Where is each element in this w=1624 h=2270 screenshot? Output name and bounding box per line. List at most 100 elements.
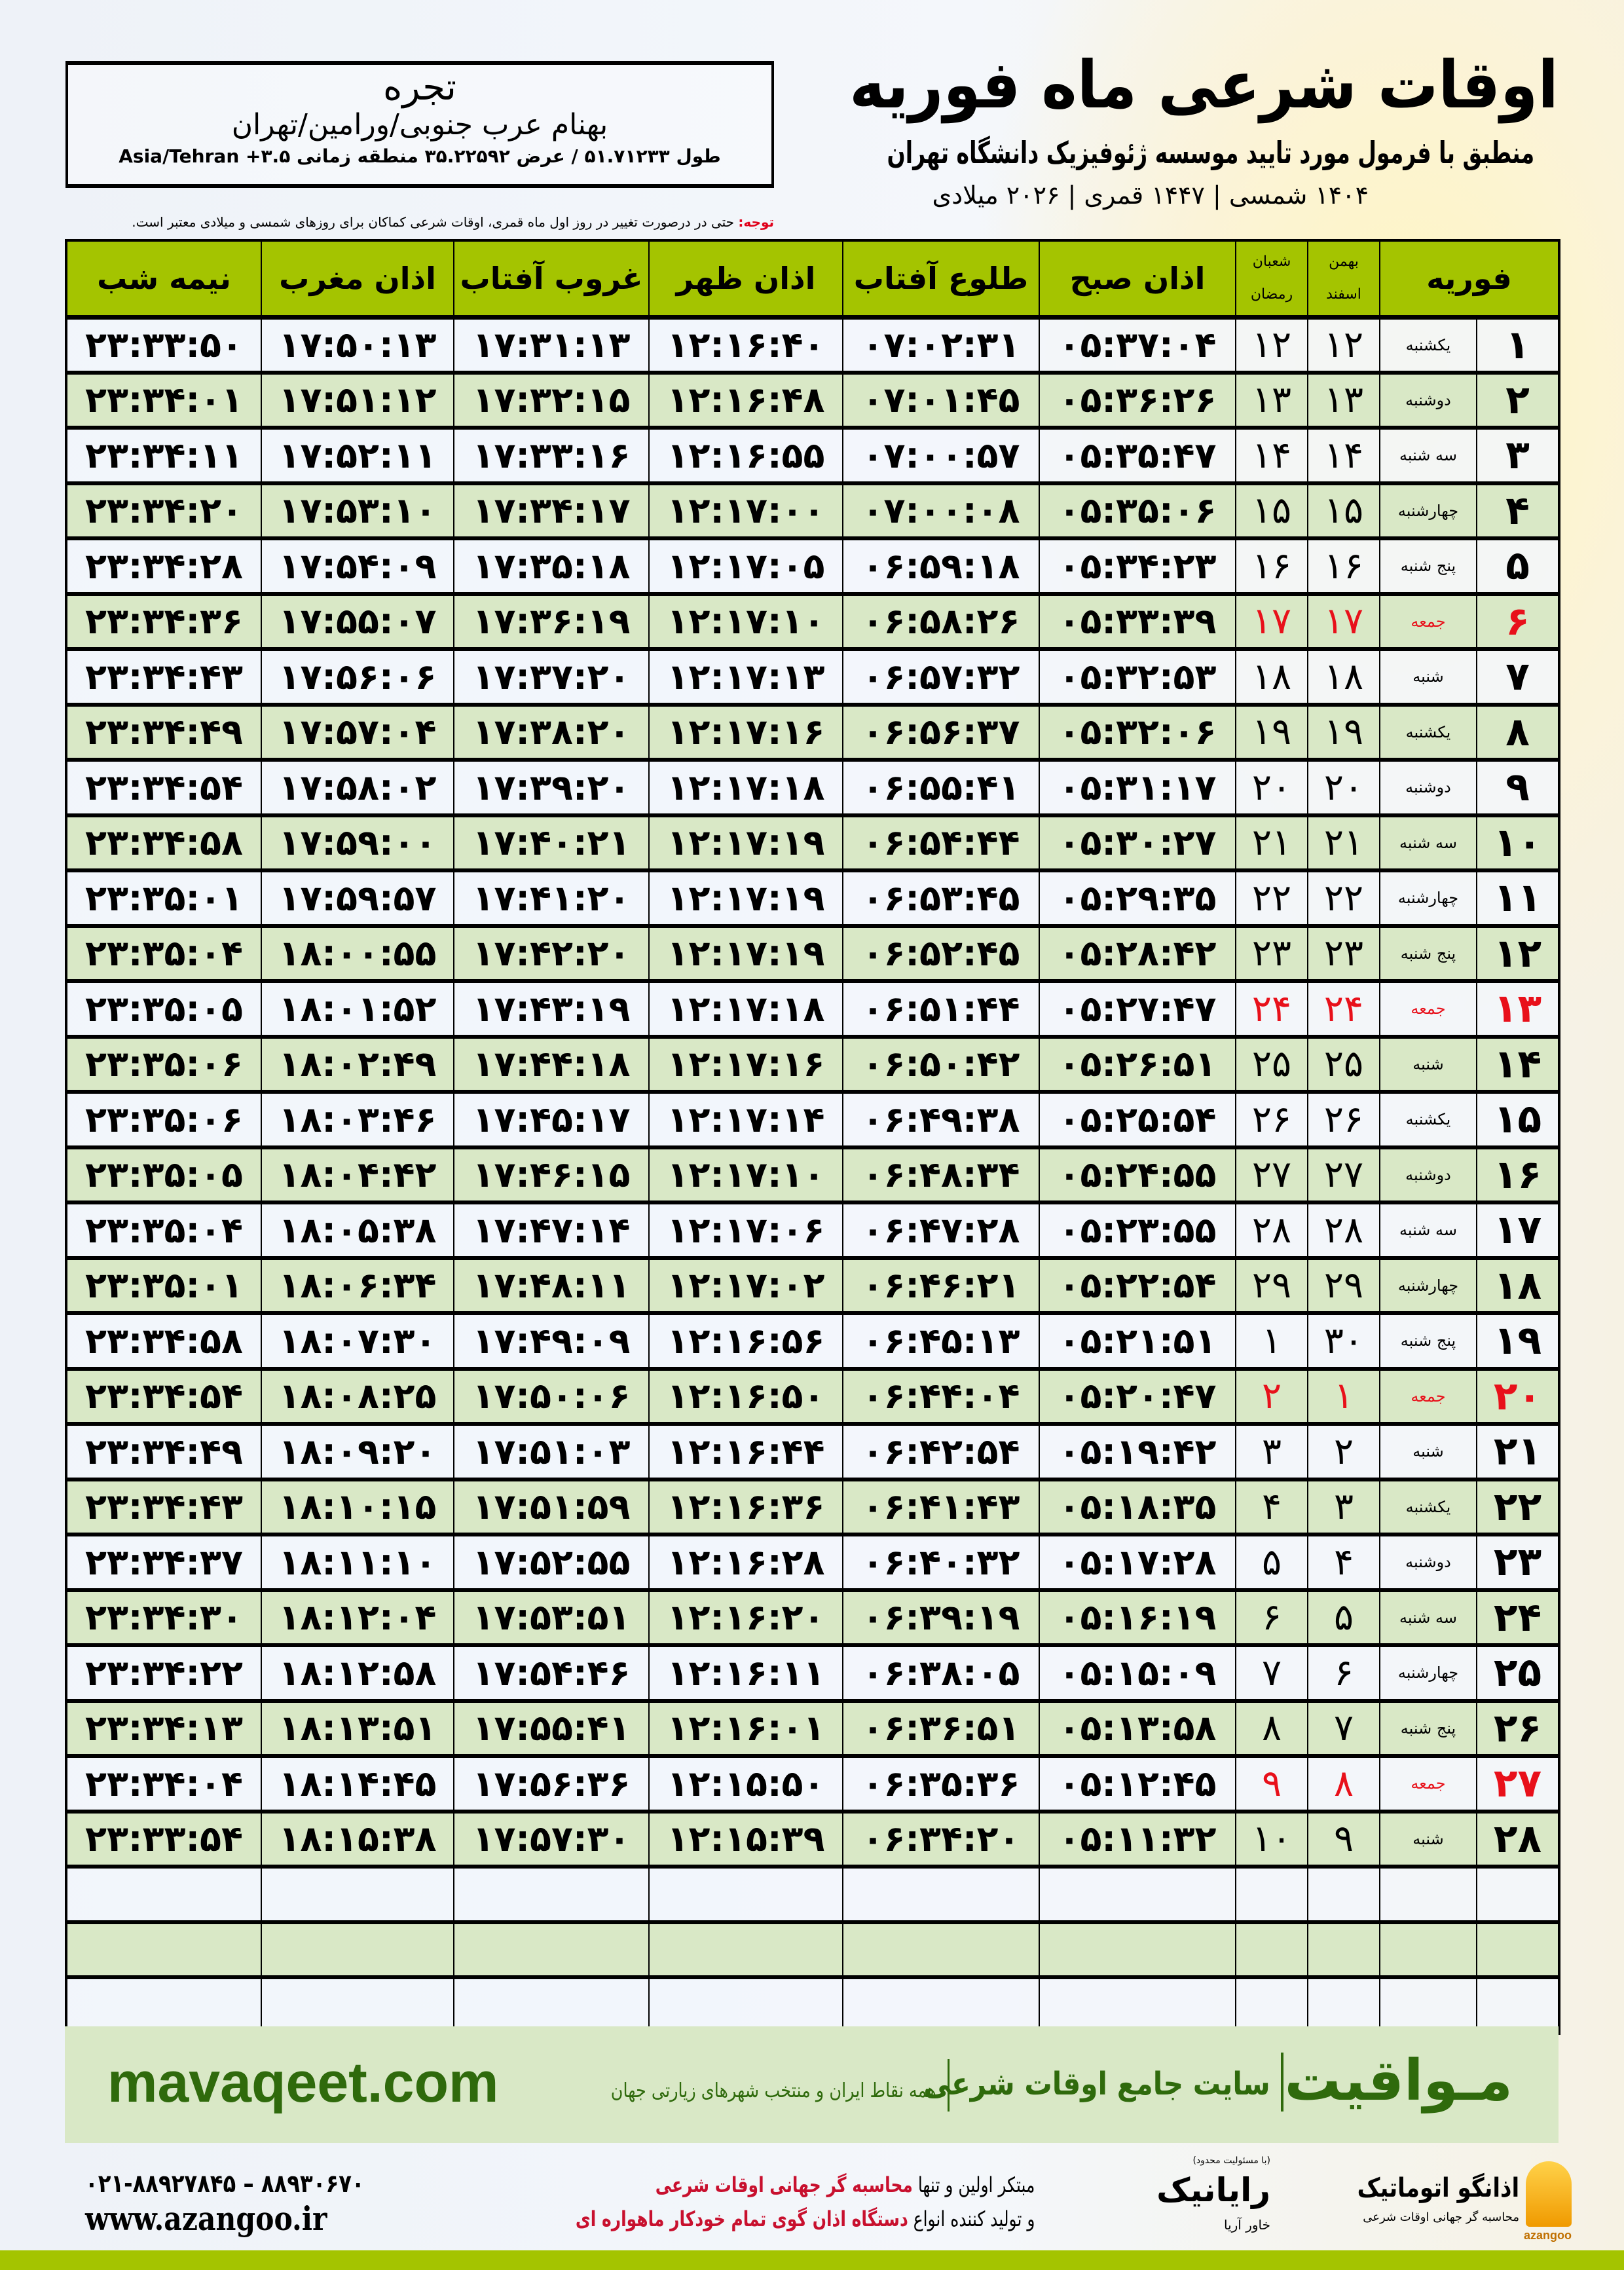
- dhuhr-time-cell: ۱۲:۱۷:۱۳: [648, 649, 843, 707]
- weekday-cell: دوشنبه: [1379, 372, 1477, 430]
- sunset-time-cell: ۱۷:۴۴:۱۸: [453, 1036, 649, 1094]
- weekday-cell: پنج شنبه: [1379, 1700, 1477, 1758]
- solar-day-cell: ۲۳: [1307, 925, 1380, 983]
- divider: [948, 2059, 950, 2112]
- lunar-day-cell: ۲۵: [1235, 1036, 1308, 1094]
- day-number-cell: ۱۰: [1476, 815, 1559, 872]
- solar-day-cell: ۱۹: [1307, 704, 1380, 762]
- midnight-time-cell: ۲۳:۳۳:۵۴: [65, 1811, 261, 1869]
- dhuhr-time-cell: ۱۲:۱۷:۱۸: [648, 981, 843, 1039]
- fajr-time-cell: [1039, 1922, 1236, 1979]
- sunrise-time-cell: ۰۶:۳۹:۱۹: [842, 1590, 1039, 1647]
- weekday-cell: [1379, 1922, 1477, 1979]
- fajr-time-cell: ۰۵:۳۶:۲۶: [1039, 372, 1236, 430]
- sunset-time-cell: ۱۷:۵۰:۰۶: [453, 1368, 649, 1426]
- fajr-time-cell: ۰۵:۳۵:۰۶: [1039, 483, 1236, 540]
- sunrise-time-cell: ۰۶:۴۷:۲۸: [842, 1202, 1039, 1260]
- weekday-cell: شنبه: [1379, 649, 1477, 707]
- midnight-time-cell: [65, 1922, 261, 1979]
- midnight-time-cell: ۲۳:۳۴:۳۰: [65, 1590, 261, 1647]
- midnight-time-cell: ۲۳:۳۳:۵۰: [65, 317, 261, 375]
- day-number-cell: [1476, 1867, 1559, 1924]
- day-number-cell: ۴: [1476, 483, 1559, 540]
- slogan-2b: دستگاه اذان گوی تمام خودکار ماهواره ای: [575, 2206, 908, 2231]
- day-number-cell: ۲۸: [1476, 1811, 1559, 1869]
- table-row: ۱۸ چهارشنبه ۲۹ ۲۹ ۰۵:۲۲:۵۴ ۰۶:۴۶:۲۱ ۱۲:۱۷:۰۲ ۱۷…: [65, 1257, 1559, 1315]
- day-number-cell: ۲۷: [1476, 1756, 1559, 1814]
- dhuhr-time-cell: ۱۲:۱۶:۵۰: [648, 1368, 843, 1426]
- table-row: ۶ جمعه ۱۷ ۱۷ ۰۵:۳۳:۳۹ ۰۶:۵۸:۲۶ ۱۲:۱۷:۱۰ ۱۷:۳۶:۱…: [65, 593, 1559, 651]
- lunar-day-cell: ۱۷: [1235, 593, 1308, 651]
- solar-day-cell: [1307, 1922, 1380, 1979]
- solar-day-cell: ۵: [1307, 1590, 1380, 1647]
- weekday-cell: دوشنبه: [1379, 760, 1477, 817]
- mavaqeet-site-link[interactable]: mavaqeet.com: [107, 2051, 499, 2114]
- fajr-time-cell: ۰۵:۱۹:۴۲: [1039, 1424, 1236, 1481]
- fajr-time-cell: ۰۵:۲۰:۴۷: [1039, 1368, 1236, 1426]
- header-midnight: نیمه شب: [65, 240, 261, 320]
- lunar-day-cell: ۶: [1235, 1590, 1308, 1647]
- day-number-cell: ۳: [1476, 428, 1559, 485]
- table-row: ۲۴ سه شنبه ۵ ۶ ۰۵:۱۶:۱۹ ۰۶:۳۹:۱۹ ۱۲:۱۶:۲۰ ۱۷:۵۳…: [65, 1590, 1559, 1647]
- table-row: ۲۰ جمعه ۱ ۲ ۰۵:۲۰:۴۷ ۰۶:۴۴:۰۴ ۱۲:۱۶:۵۰ ۱۷:۵۰:۰۶…: [65, 1368, 1559, 1426]
- lunar-day-cell: ۲۱: [1235, 815, 1308, 872]
- table-row: ۱ یکشنبه ۱۲ ۱۲ ۰۵:۳۷:۰۴ ۰۷:۰۲:۳۱ ۱۲:۱۶:۴۰ ۱۷:۳۱…: [65, 317, 1559, 375]
- solar-day-cell: ۲۰: [1307, 760, 1380, 817]
- sunrise-time-cell: ۰۶:۵۷:۳۲: [842, 649, 1039, 707]
- solar-day-cell: ۲۶: [1307, 1092, 1380, 1149]
- midnight-time-cell: ۲۳:۳۴:۳۷: [65, 1535, 261, 1592]
- table-row: ۹ دوشنبه ۲۰ ۲۰ ۰۵:۳۱:۱۷ ۰۶:۵۵:۴۱ ۱۲:۱۷:۱۸ ۱۷:۳۹…: [65, 760, 1559, 817]
- weekday-cell: چهارشنبه: [1379, 1645, 1477, 1703]
- fajr-time-cell: ۰۵:۳۴:۲۳: [1039, 538, 1236, 596]
- rayanik-ltd: (با مسئولیت محدود): [1192, 2155, 1270, 2166]
- dhuhr-time-cell: ۱۲:۱۵:۳۹: [648, 1811, 843, 1869]
- dhuhr-time-cell: [648, 1977, 843, 2035]
- maghrib-time-cell: ۱۷:۵۰:۱۳: [261, 317, 454, 375]
- dhuhr-time-cell: ۱۲:۱۶:۲۰: [648, 1590, 843, 1647]
- maghrib-time-cell: ۱۸:۱۳:۵۱: [261, 1700, 454, 1758]
- azangoo-name: اذانگو اتوماتیک: [1357, 2173, 1519, 2203]
- sunset-time-cell: ۱۷:۳۶:۱۹: [453, 593, 649, 651]
- header-solar-months: بهمن اسفند: [1307, 240, 1380, 320]
- dhuhr-time-cell: ۱۲:۱۶:۲۸: [648, 1535, 843, 1592]
- solar-day-cell: ۱۸: [1307, 649, 1380, 707]
- dhuhr-time-cell: [648, 1867, 843, 1924]
- sunrise-time-cell: ۰۶:۵۶:۳۷: [842, 704, 1039, 762]
- fajr-time-cell: ۰۵:۱۶:۱۹: [1039, 1590, 1236, 1647]
- sunrise-time-cell: ۰۶:۴۱:۴۳: [842, 1479, 1039, 1536]
- sunset-time-cell: ۱۷:۴۱:۲۰: [453, 870, 649, 928]
- midnight-time-cell: ۲۳:۳۴:۴۳: [65, 1479, 261, 1536]
- lunar-day-cell: ۱۳: [1235, 372, 1308, 430]
- fajr-time-cell: ۰۵:۳۷:۰۴: [1039, 317, 1236, 375]
- sunrise-time-cell: ۰۷:۰۰:۰۸: [842, 483, 1039, 540]
- fajr-time-cell: ۰۵:۱۵:۰۹: [1039, 1645, 1236, 1703]
- header-lunar-months: شعبان رمضان: [1235, 240, 1308, 320]
- lunar-day-cell: ۳: [1235, 1424, 1308, 1481]
- weekday-cell: شنبه: [1379, 1811, 1477, 1869]
- azangoo-en: azangoo: [1523, 2229, 1572, 2242]
- header-lunar-2: رمضان: [1250, 286, 1293, 303]
- table-row: ۷ شنبه ۱۸ ۱۸ ۰۵:۳۲:۵۳ ۰۶:۵۷:۳۲ ۱۲:۱۷:۱۳ ۱۷:۳۷:۲…: [65, 649, 1559, 707]
- azangoo-site-link[interactable]: www.azangoo.ir: [85, 2199, 327, 2238]
- midnight-time-cell: ۲۳:۳۵:۰۴: [65, 1202, 261, 1260]
- fajr-time-cell: ۰۵:۲۶:۵۱: [1039, 1036, 1236, 1094]
- location-address: بهنام عرب جنوبی/ورامین/تهران: [231, 108, 608, 141]
- dhuhr-time-cell: ۱۲:۱۷:۱۸: [648, 760, 843, 817]
- lunar-day-cell: ۷: [1235, 1645, 1308, 1703]
- maghrib-time-cell: ۱۸:۰۶:۳۴: [261, 1257, 454, 1315]
- mavaqeet-logo: مـواقیت: [1284, 2048, 1513, 2113]
- maghrib-time-cell: ۱۸:۰۵:۳۸: [261, 1202, 454, 1260]
- lunar-day-cell: ۱۴: [1235, 428, 1308, 485]
- mosque-dome-icon: [1526, 2161, 1572, 2227]
- table-row: ۱۰ سه شنبه ۲۱ ۲۱ ۰۵:۳۰:۲۷ ۰۶:۵۴:۴۴ ۱۲:۱۷:۱۹ ۱۷:…: [65, 815, 1559, 872]
- solar-day-cell: ۲: [1307, 1424, 1380, 1481]
- dhuhr-time-cell: ۱۲:۱۶:۴۰: [648, 317, 843, 375]
- fajr-time-cell: ۰۵:۱۸:۳۵: [1039, 1479, 1236, 1536]
- maghrib-time-cell: ۱۸:۰۱:۵۲: [261, 981, 454, 1039]
- header-solar-2: اسفند: [1326, 286, 1361, 303]
- sunset-time-cell: ۱۷:۳۳:۱۶: [453, 428, 649, 485]
- sunset-time-cell: ۱۷:۵۳:۵۱: [453, 1590, 649, 1647]
- weekday-cell: چهارشنبه: [1379, 870, 1477, 928]
- weekday-cell: شنبه: [1379, 1036, 1477, 1094]
- sunrise-time-cell: ۰۶:۵۰:۴۲: [842, 1036, 1039, 1094]
